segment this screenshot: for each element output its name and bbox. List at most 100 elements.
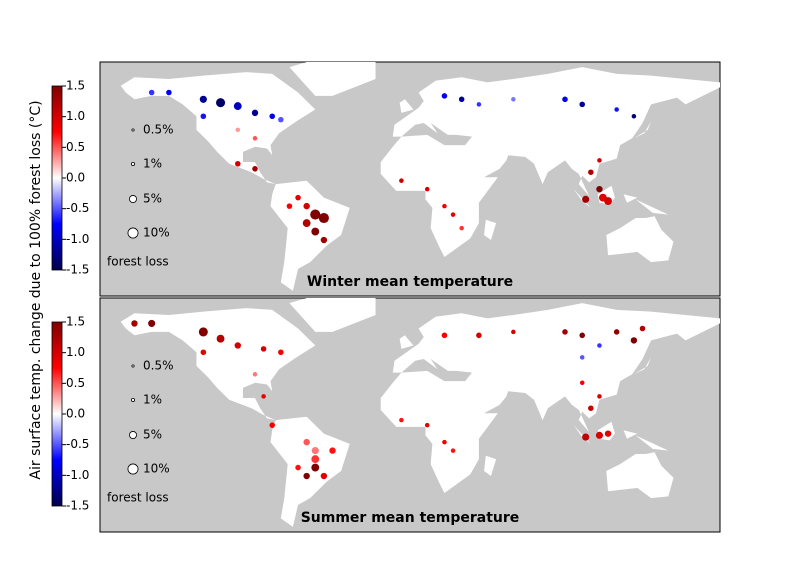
data-dot — [424, 422, 430, 428]
colorbar-tick-label: -1.5 — [66, 499, 89, 513]
legend-label: 1% — [143, 393, 162, 407]
data-dot — [302, 219, 311, 228]
data-dot — [311, 227, 320, 236]
data-dot — [476, 102, 482, 107]
data-dot — [234, 342, 241, 349]
data-dot — [596, 185, 603, 193]
data-dot — [450, 448, 456, 453]
data-dot — [148, 319, 156, 328]
legend-circle — [129, 431, 137, 439]
panel-title: Winter mean temperature — [307, 274, 513, 290]
legend-label: 10% — [143, 226, 170, 240]
data-dot — [269, 422, 275, 428]
data-dot — [252, 136, 258, 141]
colorbar-tick-label: 1.5 — [66, 79, 85, 93]
data-dot — [442, 439, 447, 445]
data-dot — [303, 202, 310, 210]
legend-circle — [131, 128, 135, 132]
data-dot — [311, 455, 320, 464]
data-dot — [148, 89, 155, 96]
data-dot — [597, 158, 602, 163]
data-dot — [579, 101, 585, 108]
colorbar-tick-label: -1.0 — [66, 232, 89, 246]
data-dot — [278, 349, 284, 356]
data-dot — [604, 430, 612, 437]
panel-title: Summer mean temperature — [301, 510, 520, 526]
data-dot — [320, 472, 328, 480]
data-dot — [604, 197, 612, 205]
legend-title: forest loss — [107, 255, 169, 269]
data-dot — [261, 394, 266, 399]
map-panel: 0.5% 1% 5% 10% forest loss Summer mean temper… — [99, 297, 721, 533]
data-dot — [562, 329, 568, 335]
data-dot — [588, 405, 594, 411]
legend-circle — [127, 463, 139, 475]
data-dot — [252, 372, 258, 377]
data-dot — [582, 195, 590, 203]
legend-circle — [127, 227, 139, 239]
data-dot — [200, 113, 207, 120]
data-dot — [216, 334, 225, 343]
data-dot — [131, 320, 138, 327]
data-dot — [597, 394, 602, 399]
legend-circle — [129, 195, 137, 203]
data-dot — [303, 472, 310, 480]
colorbar-tick-label: -0.5 — [66, 201, 89, 215]
data-dot — [260, 346, 267, 352]
data-dot — [613, 329, 620, 335]
data-dot — [579, 332, 585, 339]
data-dot — [320, 236, 328, 244]
data-dot — [458, 96, 465, 103]
colorbar-tick-label: 0.5 — [66, 140, 85, 154]
data-dot — [441, 332, 448, 339]
colorbar-tick-label: 1.5 — [66, 315, 85, 329]
data-dot — [579, 355, 585, 360]
colorbar-tick-label: 1.0 — [66, 345, 85, 359]
legend-circle — [131, 364, 135, 368]
data-dot — [424, 186, 430, 192]
data-dot — [200, 349, 207, 356]
colorbar — [51, 85, 63, 271]
data-dot — [252, 166, 258, 172]
legend-label: 5% — [143, 428, 162, 442]
data-dot — [630, 337, 638, 344]
data-dot — [251, 109, 259, 117]
data-dot — [442, 203, 447, 209]
data-dot — [476, 332, 482, 339]
data-dot — [579, 380, 585, 386]
data-dot — [235, 127, 241, 133]
colorbar — [51, 321, 63, 507]
colorbar-tick-label: -1.5 — [66, 263, 89, 277]
data-dot — [198, 327, 208, 337]
data-dot — [166, 89, 172, 96]
data-dot — [311, 463, 320, 472]
data-dot — [233, 102, 242, 111]
data-dot — [511, 97, 516, 102]
data-dot — [399, 417, 404, 423]
colorbar-tick-label: 0.0 — [66, 407, 85, 421]
legend-circle — [130, 161, 135, 166]
data-dot — [269, 113, 275, 120]
legend-label: 0.5% — [143, 123, 174, 137]
legend-label: 10% — [143, 462, 170, 476]
data-dot — [582, 433, 590, 441]
legend-circle — [130, 397, 135, 402]
data-dot — [441, 93, 448, 99]
data-dot — [286, 203, 293, 209]
colorbar-tick-label: 1.0 — [66, 109, 85, 123]
y-axis-label: Air surface temp. change due to 100% for… — [28, 100, 44, 479]
data-dot — [595, 431, 604, 439]
data-dot — [216, 98, 226, 108]
data-dot — [235, 160, 241, 167]
data-dot — [639, 325, 646, 332]
data-dot — [511, 329, 516, 335]
colorbar-tick-label: 0.5 — [66, 376, 85, 390]
data-dot — [310, 209, 321, 220]
data-dot — [631, 113, 637, 119]
data-dot — [278, 116, 284, 123]
data-dot — [562, 96, 568, 103]
data-dot — [311, 447, 319, 455]
data-dot — [614, 107, 619, 112]
